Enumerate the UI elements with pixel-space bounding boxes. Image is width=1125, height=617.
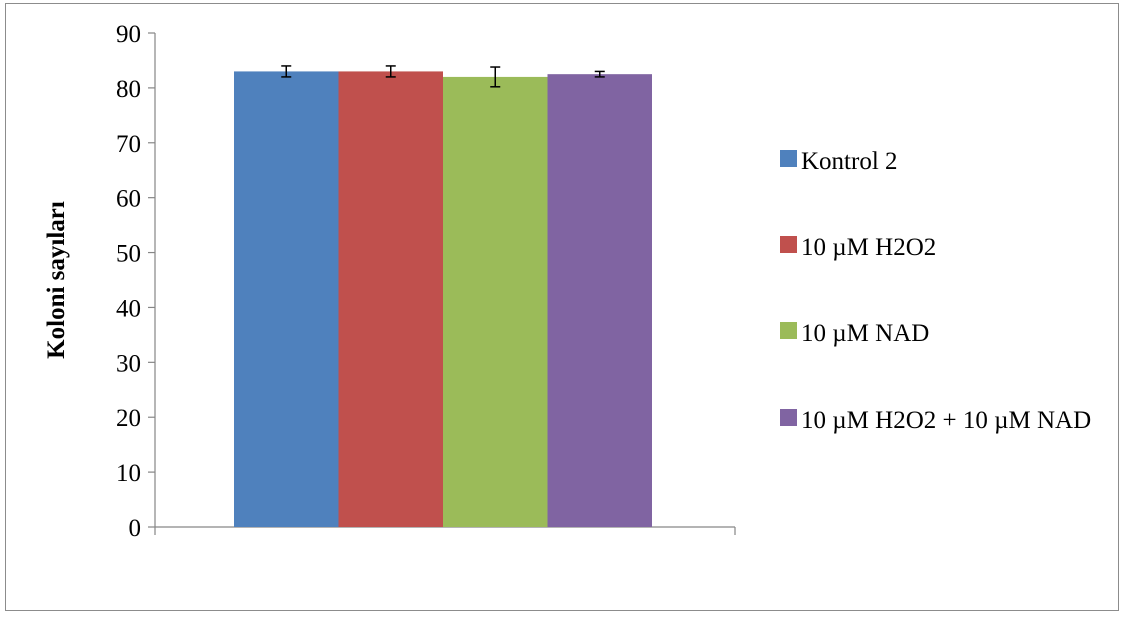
- legend-swatch: [780, 150, 797, 167]
- bar: [338, 71, 443, 527]
- legend-label: Kontrol 2: [801, 148, 898, 175]
- y-tick-label: 0: [129, 515, 142, 542]
- y-tick-label: 90: [116, 21, 141, 48]
- chart-legend: Kontrol 2 10 µM H2O2 10 µM NAD 10 µM H2O2 +…: [780, 0, 1110, 600]
- legend-swatch: [780, 322, 797, 339]
- y-tick-label: 70: [116, 131, 141, 158]
- legend-swatch: [780, 236, 797, 253]
- error-bars: [281, 65, 605, 88]
- y-tick-labels: 0 10 20 30 40 50 60 70 80 90: [116, 21, 141, 542]
- y-axis-title: Koloni sayıları: [43, 201, 70, 359]
- bar: [443, 76, 548, 528]
- y-tick-label: 30: [116, 350, 141, 377]
- legend-label: 10 µM H2O2: [801, 234, 937, 261]
- y-tick-label: 40: [116, 295, 141, 322]
- y-tick-label: 50: [116, 241, 141, 268]
- bar: [547, 74, 652, 528]
- y-tick-label: 80: [116, 76, 141, 103]
- y-tick-label: 10: [116, 460, 141, 487]
- legend-label: 10 µM NAD: [801, 320, 930, 347]
- legend-label: 10 µM H2O2 + 10 µM NAD: [801, 407, 1092, 434]
- y-tick-label: 20: [116, 405, 141, 432]
- chart-bars: [234, 71, 652, 528]
- y-tick-label: 60: [116, 186, 141, 213]
- bar: [234, 71, 339, 527]
- legend-swatch: [780, 409, 797, 426]
